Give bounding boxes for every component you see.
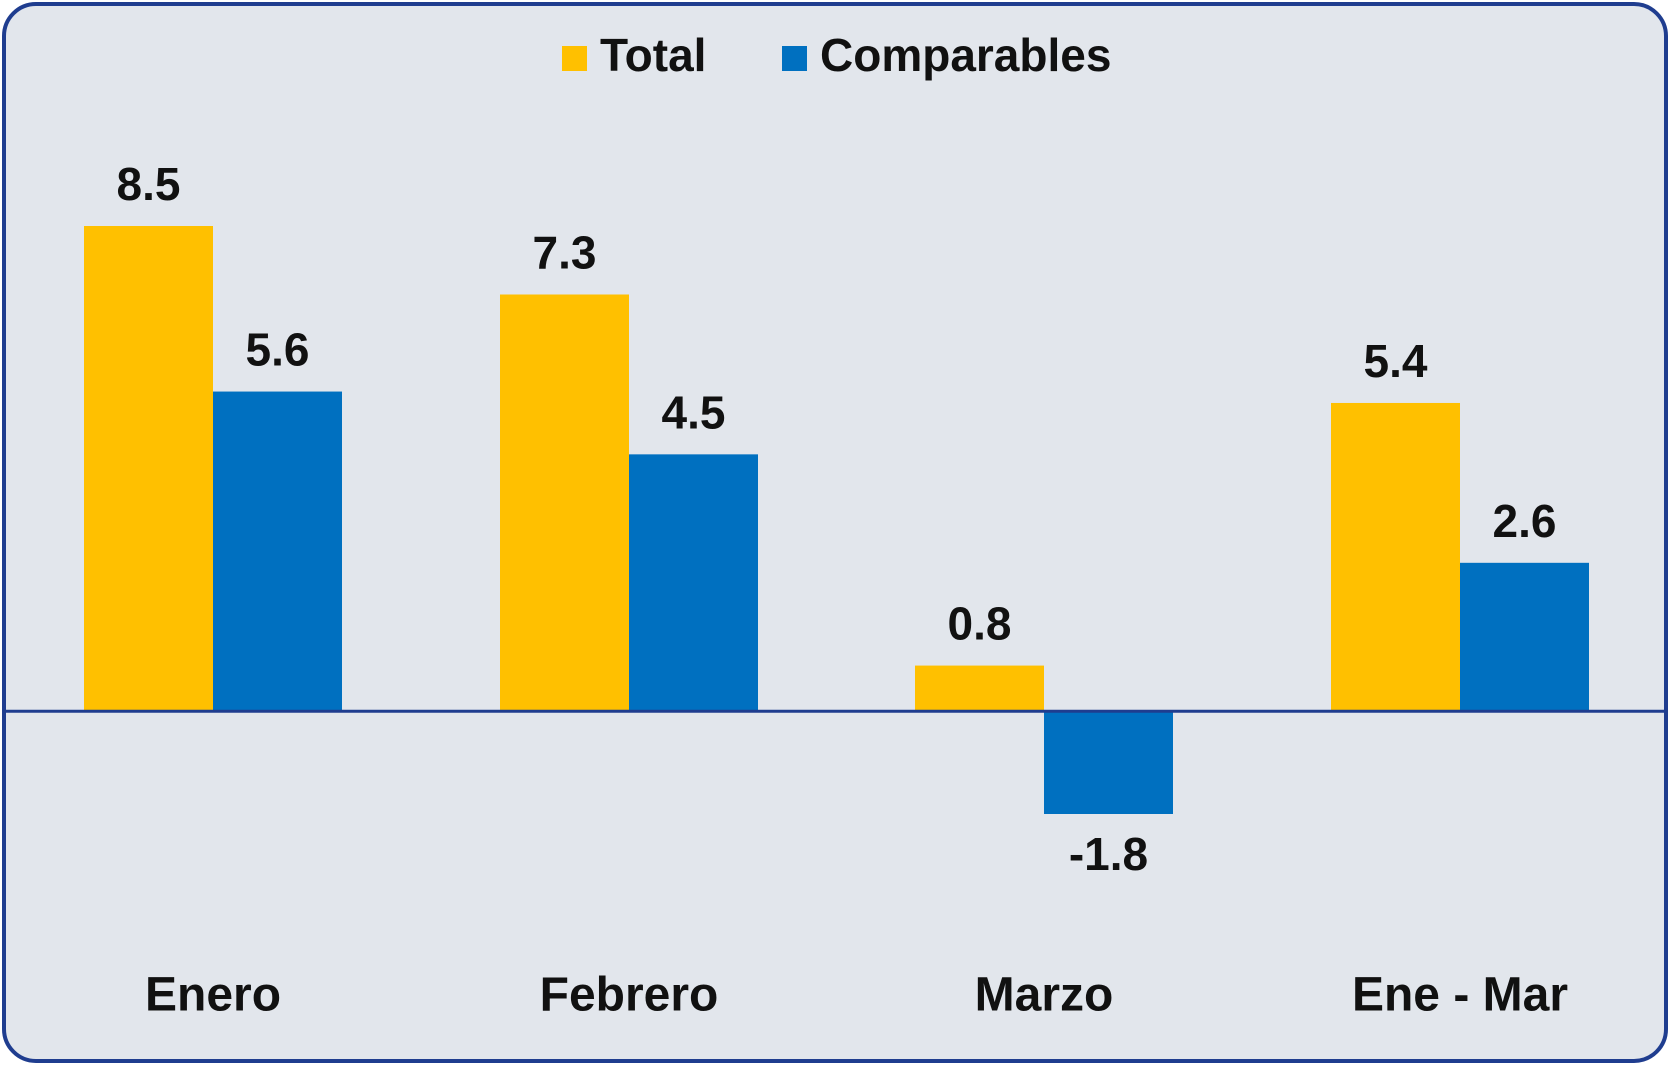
x-tick-label: Marzo [975,969,1114,1022]
bar [213,391,342,712]
x-tick-label: Enero [145,969,281,1022]
x-tick-label: Febrero [540,969,719,1022]
bar [915,665,1044,712]
data-label: 5.4 [1364,335,1428,387]
bar [1460,562,1589,712]
data-label: 0.8 [948,598,1012,650]
bar [629,454,758,712]
bar [500,294,629,712]
data-label: 7.3 [533,227,597,279]
legend-swatch [562,46,587,71]
bar [1044,711,1173,814]
x-tick-label: Ene - Mar [1352,969,1568,1022]
data-label: -1.8 [1069,828,1148,880]
legend-swatch [782,46,807,71]
plot-area: 8.5 5.6 Enero 7.3 4.5 Febrero 0.8 -1.8 Marzo 5.4 2… [6,158,1665,1022]
legend: Total Comparables [562,29,1111,81]
data-label: 4.5 [662,387,726,439]
legend-label: Total [600,29,706,81]
data-label: 8.5 [117,158,181,210]
bar [1331,402,1460,712]
bar [84,226,213,712]
data-label: 5.6 [246,324,310,376]
data-label: 2.6 [1493,495,1557,547]
legend-label: Comparables [820,29,1111,81]
